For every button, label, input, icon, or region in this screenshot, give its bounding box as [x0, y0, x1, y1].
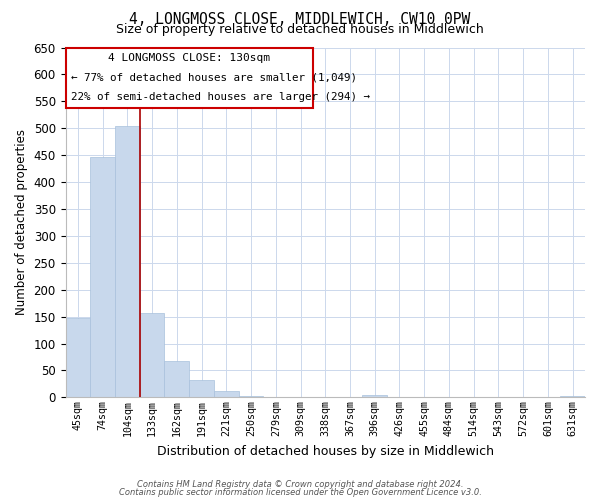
- Bar: [164, 362, 189, 398]
- Text: 4 LONGMOSS CLOSE: 130sqm: 4 LONGMOSS CLOSE: 130sqm: [108, 54, 270, 64]
- Bar: [239, 396, 263, 398]
- Text: ← 77% of detached houses are smaller (1,049): ← 77% of detached houses are smaller (1,…: [71, 72, 357, 83]
- FancyBboxPatch shape: [65, 48, 313, 108]
- X-axis label: Distribution of detached houses by size in Middlewich: Distribution of detached houses by size …: [157, 444, 494, 458]
- Bar: [560, 396, 585, 398]
- Text: Size of property relative to detached houses in Middlewich: Size of property relative to detached ho…: [116, 22, 484, 36]
- Y-axis label: Number of detached properties: Number of detached properties: [15, 130, 28, 316]
- Bar: [90, 157, 115, 398]
- Bar: [65, 318, 90, 398]
- Text: 22% of semi-detached houses are larger (294) →: 22% of semi-detached houses are larger (…: [71, 92, 370, 102]
- Bar: [362, 394, 387, 398]
- Text: 4, LONGMOSS CLOSE, MIDDLEWICH, CW10 0PW: 4, LONGMOSS CLOSE, MIDDLEWICH, CW10 0PW: [130, 12, 470, 28]
- Bar: [140, 313, 164, 398]
- Bar: [214, 391, 239, 398]
- Text: Contains HM Land Registry data © Crown copyright and database right 2024.: Contains HM Land Registry data © Crown c…: [137, 480, 463, 489]
- Bar: [189, 380, 214, 398]
- Text: Contains public sector information licensed under the Open Government Licence v3: Contains public sector information licen…: [119, 488, 481, 497]
- Bar: [115, 126, 140, 398]
